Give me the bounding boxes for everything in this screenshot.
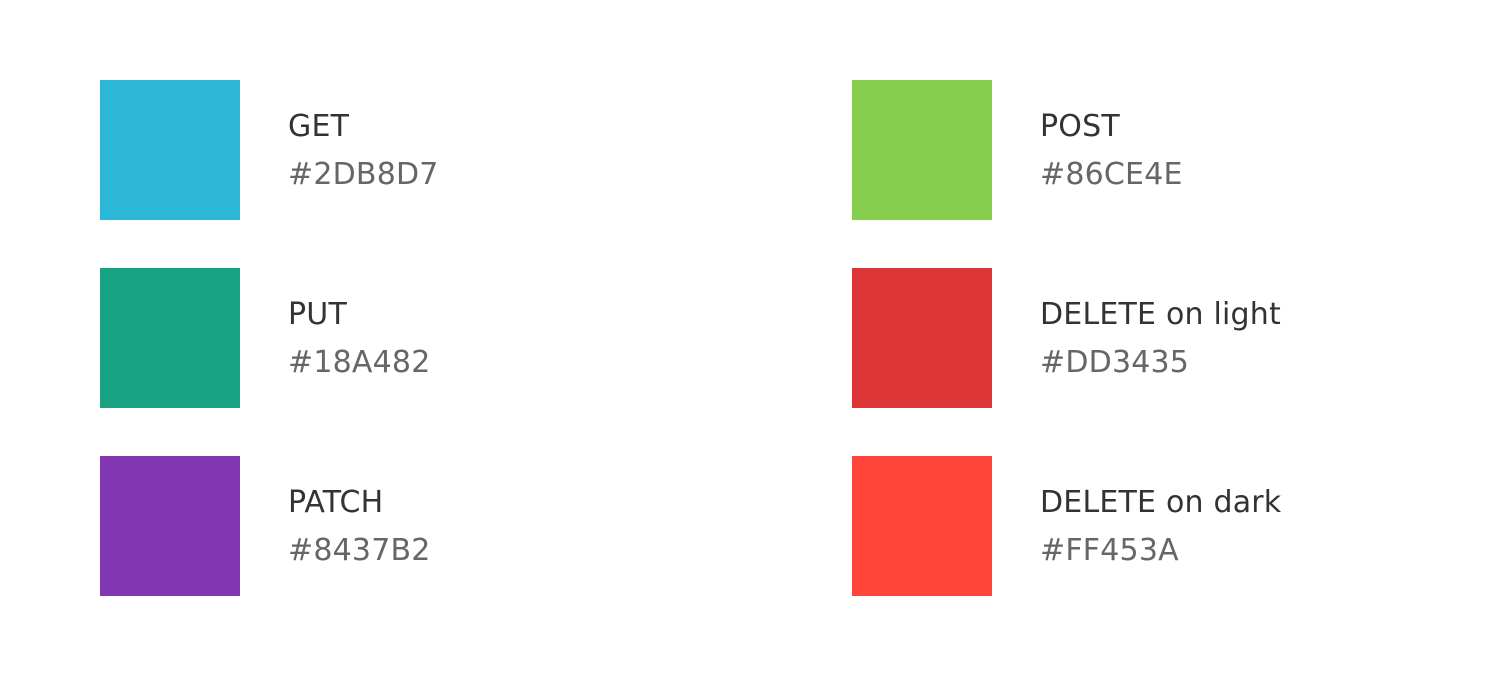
swatch-name: PATCH (288, 485, 384, 520)
color-swatch (100, 80, 240, 220)
swatch-name: PUT (288, 297, 347, 332)
swatch-hex-code: #8437B2 (288, 533, 431, 568)
swatch-name: DELETE on light (1040, 297, 1281, 332)
swatch-get: GET #2DB8D7 (100, 80, 700, 220)
swatch-post: POST #86CE4E (852, 80, 1452, 220)
swatch-hex-code: #DD3435 (1040, 345, 1190, 380)
swatch-hex-code: #2DB8D7 (288, 157, 439, 192)
swatch-name: GET (288, 109, 350, 144)
swatch-name: DELETE on dark (1040, 485, 1282, 520)
color-swatch (852, 268, 992, 408)
swatch-delete-on-dark: DELETE on dark #FF453A (852, 456, 1452, 596)
swatch-patch: PATCH #8437B2 (100, 456, 700, 596)
swatch-hex-code: #86CE4E (1040, 157, 1183, 192)
color-swatch (100, 456, 240, 596)
swatch-put: PUT #18A482 (100, 268, 700, 408)
color-swatch (852, 80, 992, 220)
swatch-name: POST (1040, 109, 1120, 144)
swatch-hex-code: #18A482 (288, 345, 431, 380)
color-swatch (100, 268, 240, 408)
swatch-hex-code: #FF453A (1040, 533, 1179, 568)
swatch-delete-on-light: DELETE on light #DD3435 (852, 268, 1452, 408)
color-swatch (852, 456, 992, 596)
